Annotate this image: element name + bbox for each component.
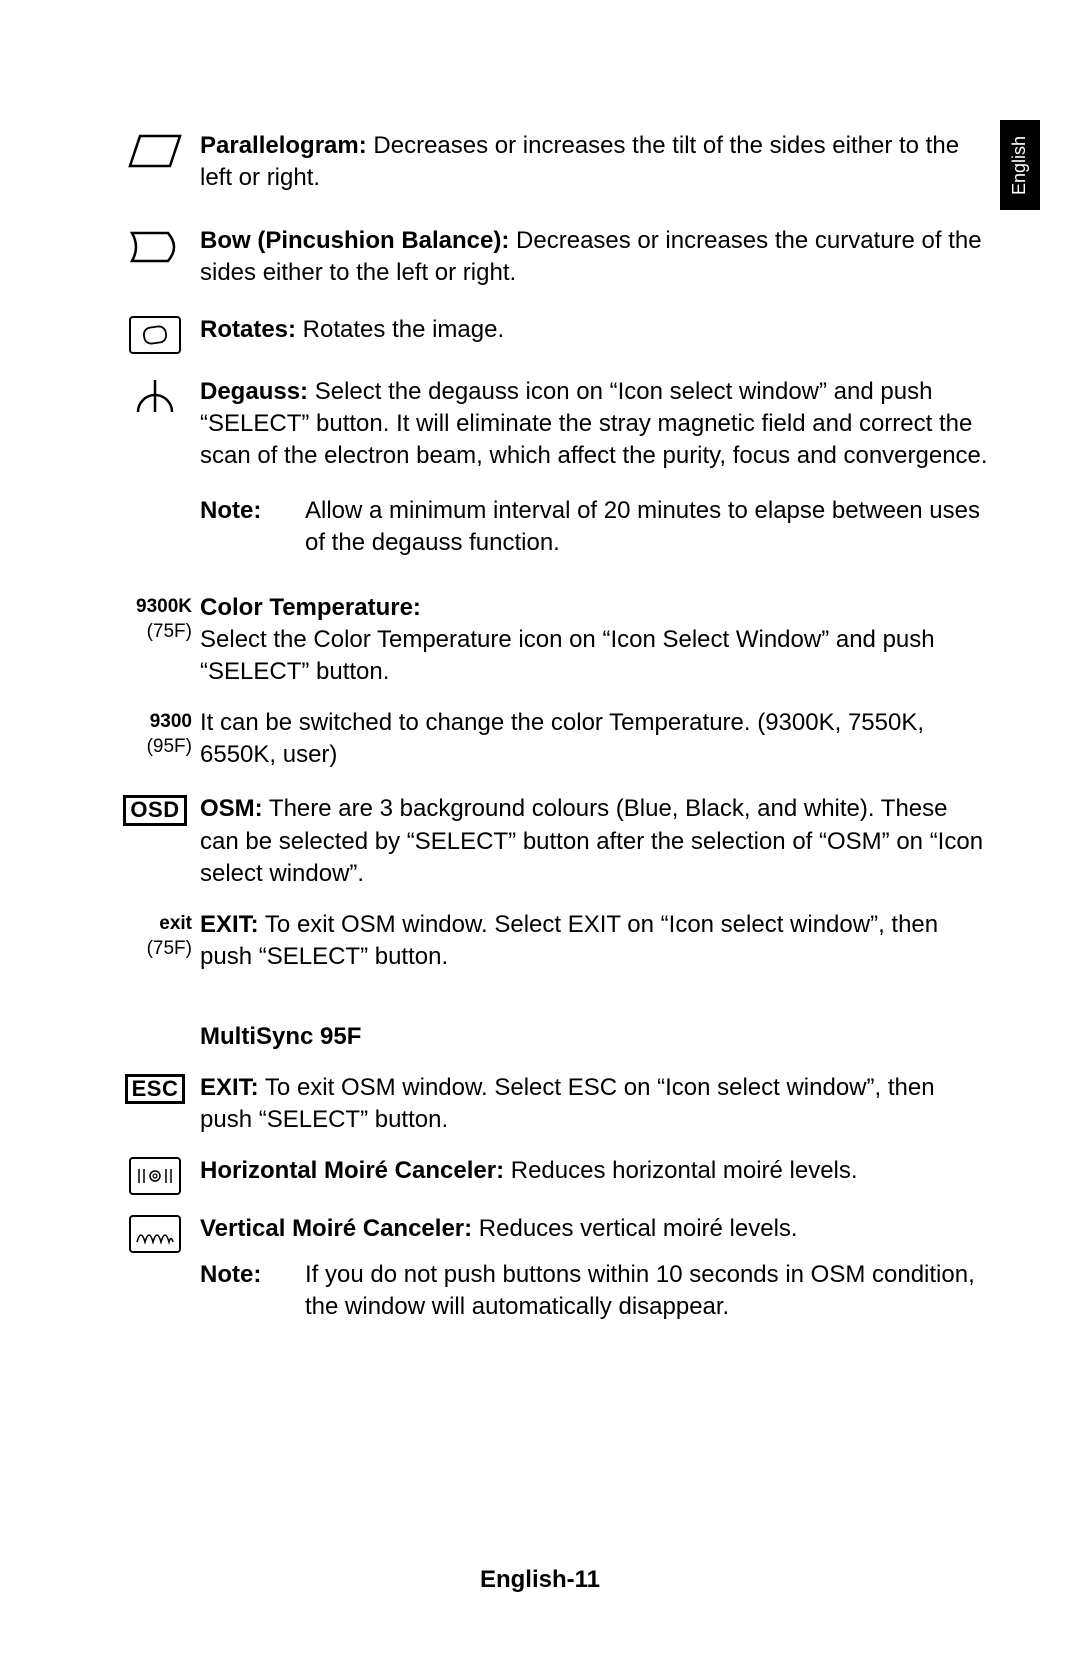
- item-rotates: Rotates: Rotates the image.: [110, 314, 990, 354]
- item-color-temp-95f: 9300 (95F) It can be switched to change …: [110, 707, 990, 772]
- multisync-heading-row: MultiSync 95F: [110, 1021, 990, 1053]
- degauss-body: Select the degauss icon on “Icon select …: [200, 378, 988, 470]
- color-temp2-body: It can be switched to change the color T…: [200, 709, 924, 768]
- hmoire-icon: [110, 1155, 200, 1195]
- esc-icon: ESC: [110, 1072, 200, 1104]
- degauss-icon: [110, 376, 200, 420]
- item-parallelogram: Parallelogram: Decreases or increases th…: [110, 130, 990, 195]
- color-temp-body: Select the Color Temperature icon on “Ic…: [200, 624, 990, 689]
- rotates-title: Rotates:: [200, 316, 296, 343]
- esc-title: EXIT:: [200, 1074, 259, 1101]
- osm-title: OSM:: [200, 795, 263, 822]
- esc-body: To exit OSM window. Select ESC on “Icon …: [200, 1074, 935, 1133]
- vmoire-body: Reduces vertical moiré levels.: [472, 1215, 797, 1242]
- rotates-icon: [110, 314, 200, 354]
- exit-75f-label: exit (75F): [110, 911, 192, 962]
- color-temp-75f-label: 9300K (75F): [110, 594, 192, 645]
- hmoire-body: Reduces horizontal moiré levels.: [504, 1157, 858, 1184]
- item-color-temp-75f: 9300K (75F) Color Temperature: Select th…: [110, 592, 990, 689]
- exit-body: To exit OSM window. Select EXIT on “Icon…: [200, 911, 938, 970]
- degauss-title: Degauss:: [200, 378, 308, 405]
- parallelogram-title: Parallelogram:: [200, 132, 367, 159]
- page-footer: English-11: [0, 1566, 1080, 1594]
- degauss-note-text: Allow a minimum interval of 20 minutes t…: [305, 495, 990, 560]
- exit-title: EXIT:: [200, 911, 259, 938]
- item-osm: OSD OSM: There are 3 background colours …: [110, 793, 990, 890]
- item-degauss: Degauss: Select the degauss icon on “Ico…: [110, 376, 990, 560]
- item-vmoire: Vertical Moiré Canceler: Reduces vertica…: [110, 1213, 990, 1324]
- degauss-note-label: Note:: [200, 495, 305, 527]
- parallelogram-icon: [110, 130, 200, 170]
- page: English Parallelogram: Decreases or incr…: [0, 0, 1080, 1669]
- color-temp-95f-label: 9300 (95F): [110, 709, 192, 760]
- vmoire-icon: [110, 1213, 200, 1253]
- hmoire-title: Horizontal Moiré Canceler:: [200, 1157, 504, 1184]
- item-esc: ESC EXIT: To exit OSM window. Select ESC…: [110, 1072, 990, 1137]
- osd-icon: OSD: [110, 793, 200, 825]
- item-hmoire: Horizontal Moiré Canceler: Reduces horiz…: [110, 1155, 990, 1195]
- multisync-heading: MultiSync 95F: [200, 1023, 361, 1050]
- color-temp-title: Color Temperature:: [200, 592, 990, 624]
- item-bow: Bow (Pincushion Balance): Decreases or i…: [110, 225, 990, 290]
- language-tab-label: English: [1010, 135, 1031, 194]
- language-tab: English: [1000, 120, 1040, 210]
- osm-body: There are 3 background colours (Blue, Bl…: [200, 795, 983, 887]
- rotates-body: Rotates the image.: [296, 316, 504, 343]
- item-exit-75f: exit (75F) EXIT: To exit OSM window. Sel…: [110, 909, 990, 974]
- vmoire-title: Vertical Moiré Canceler:: [200, 1215, 472, 1242]
- final-note-text: If you do not push buttons within 10 sec…: [305, 1259, 990, 1324]
- bow-title: Bow (Pincushion Balance):: [200, 227, 509, 254]
- bow-icon: [110, 225, 200, 267]
- final-note-label: Note:: [200, 1259, 305, 1291]
